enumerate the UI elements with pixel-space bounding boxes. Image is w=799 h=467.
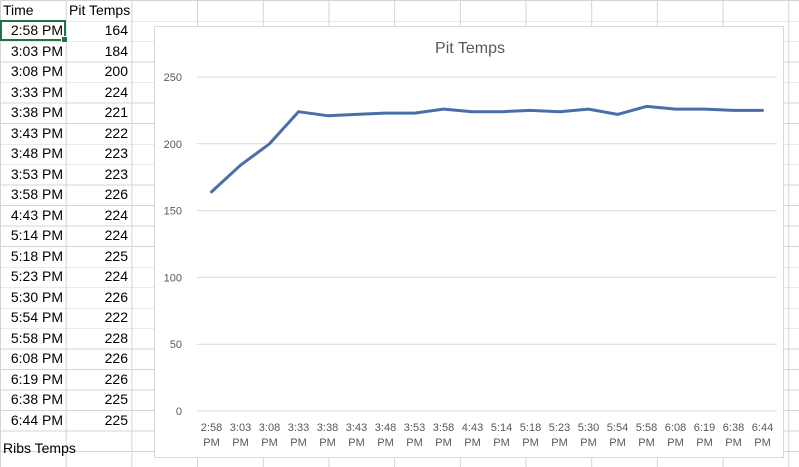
x-tick-label: PM — [232, 437, 249, 449]
x-tick-label: 3:48 — [375, 422, 396, 434]
x-tick-label: PM — [754, 437, 771, 449]
time-cell[interactable]: 3:03 PM — [10, 42, 63, 59]
x-tick-label: 5:14 — [491, 422, 512, 434]
temp-cell[interactable]: 222 — [104, 309, 128, 325]
temp-cell[interactable]: 226 — [104, 186, 128, 202]
time-cell[interactable]: 3:43 PM — [10, 124, 63, 141]
x-tick-label: 2:58 — [201, 422, 222, 434]
x-tick-label: 5:30 — [578, 422, 599, 434]
temp-cell[interactable]: 225 — [104, 247, 128, 264]
temp-cell[interactable]: 221 — [104, 104, 128, 120]
x-tick-label: 6:38 — [723, 422, 744, 434]
y-tick-label: 150 — [164, 206, 182, 218]
time-cell[interactable]: 2:58 PM — [10, 22, 63, 38]
y-tick-label: 100 — [164, 272, 182, 284]
temp-cell[interactable]: 224 — [104, 206, 128, 223]
time-cell[interactable]: 3:58 PM — [10, 186, 63, 202]
time-cell[interactable]: 5:58 PM — [10, 329, 63, 346]
temp-cell[interactable]: 184 — [104, 42, 128, 59]
chart-area[interactable]: Pit Temps 0 50 100 150 200 250 2:58 PM 3:03 PM 3:08… — [154, 26, 784, 458]
x-tick-label: PM — [493, 437, 510, 449]
temp-cell[interactable]: 224 — [104, 268, 128, 284]
y-tick-label: 250 — [164, 72, 182, 84]
x-tick-label: PM — [348, 437, 365, 449]
chart-title: Pit Temps — [435, 40, 505, 57]
y-tick-label: 0 — [176, 406, 182, 418]
x-tick-label: PM — [464, 437, 481, 449]
time-cell[interactable]: 6:38 PM — [10, 391, 63, 407]
y-tick-label: 50 — [170, 339, 182, 351]
time-cell[interactable]: 5:14 PM — [10, 227, 63, 243]
x-tick-label: PM — [435, 437, 452, 449]
time-cell[interactable]: 5:54 PM — [10, 309, 63, 325]
temp-cell[interactable]: 223 — [104, 165, 128, 182]
series-line[interactable] — [210, 104, 764, 194]
time-cell[interactable]: 5:30 PM — [10, 288, 63, 305]
x-tick-label: 3:53 — [404, 422, 425, 434]
time-cell[interactable]: 6:44 PM — [10, 411, 63, 428]
x-tick-label: 3:58 — [433, 422, 454, 434]
y-tick-label: 200 — [164, 139, 182, 151]
x-tick-label: PM — [319, 437, 336, 449]
x-tick-label: PM — [667, 437, 684, 449]
x-tick-label: 3:38 — [317, 422, 338, 434]
time-cell[interactable]: 5:18 PM — [10, 247, 63, 264]
line-chart: Pit Temps 0 50 100 150 200 250 2:58 PM 3:03 PM 3:08… — [164, 40, 777, 449]
time-cell[interactable]: 3:08 PM — [10, 63, 63, 79]
x-tick-label: PM — [406, 437, 423, 449]
temp-cell[interactable]: 226 — [104, 350, 128, 366]
x-tick-label: PM — [522, 437, 539, 449]
x-tick-label: PM — [725, 437, 742, 449]
temp-cell[interactable]: 224 — [104, 227, 128, 243]
time-cell[interactable]: 3:53 PM — [10, 165, 63, 182]
x-tick-label: 5:58 — [636, 422, 657, 434]
time-cell[interactable]: 6:19 PM — [10, 370, 63, 387]
time-cell[interactable]: 6:08 PM — [10, 350, 63, 366]
time-cell[interactable]: 5:23 PM — [10, 268, 63, 284]
time-cell[interactable]: 3:48 PM — [10, 145, 63, 161]
x-tick-label: 5:18 — [520, 422, 541, 434]
x-tick-label: PM — [377, 437, 394, 449]
temp-cell[interactable]: 200 — [104, 63, 128, 79]
temp-cell[interactable]: 225 — [104, 411, 128, 428]
header-pit-temps[interactable]: Pit Temps — [69, 2, 131, 18]
x-tick-label: 5:54 — [607, 422, 628, 434]
x-tick-label: PM — [609, 437, 626, 449]
x-tick-label: 5:23 — [549, 422, 570, 434]
x-tick-label: PM — [580, 437, 597, 449]
time-cell[interactable]: 4:43 PM — [10, 206, 63, 223]
temp-cell[interactable]: 228 — [104, 329, 128, 346]
temp-cell[interactable]: 164 — [104, 22, 128, 38]
temp-cell[interactable]: 223 — [104, 145, 128, 161]
x-tick-label: 6:44 — [752, 422, 773, 434]
temp-cell[interactable]: 225 — [104, 391, 128, 407]
header-time[interactable]: Time — [3, 2, 34, 18]
x-tick-label: 4:43 — [462, 422, 483, 434]
x-tick-label: PM — [696, 437, 713, 449]
ribs-temps-label[interactable]: Ribs Temps — [3, 440, 76, 456]
x-tick-label: PM — [551, 437, 568, 449]
temp-cell[interactable]: 226 — [104, 370, 128, 387]
time-cell[interactable]: 3:33 PM — [10, 83, 63, 100]
temp-cell[interactable]: 222 — [104, 124, 128, 141]
x-tick-label: 3:43 — [346, 422, 367, 434]
x-tick-label: 3:08 — [259, 422, 280, 434]
x-tick-label: 3:03 — [230, 422, 251, 434]
cell-selection — [0, 20, 68, 43]
temp-cell[interactable]: 226 — [104, 288, 128, 305]
x-tick-label: 6:08 — [665, 422, 686, 434]
x-tick-label: PM — [203, 437, 220, 449]
x-tick-label: PM — [290, 437, 307, 449]
x-tick-label: 3:33 — [288, 422, 309, 434]
x-tick-label: 6:19 — [694, 422, 715, 434]
time-cell[interactable]: 3:38 PM — [10, 104, 63, 120]
temp-cell[interactable]: 224 — [104, 83, 128, 100]
x-tick-label: PM — [638, 437, 655, 449]
x-tick-label: PM — [261, 437, 278, 449]
